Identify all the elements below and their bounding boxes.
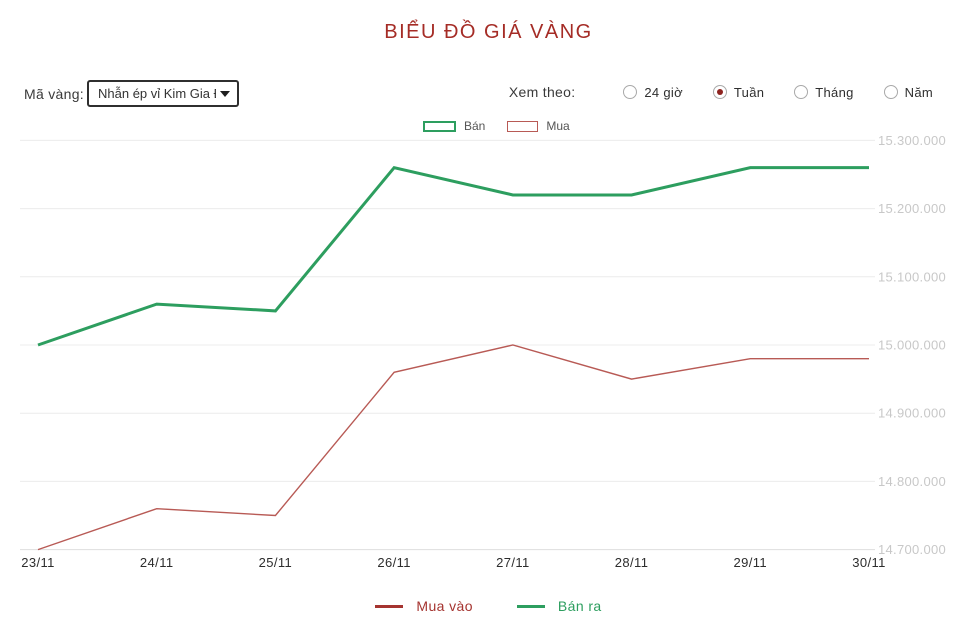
series-line-mua — [37, 344, 869, 551]
gold-code-selected-value: Nhẫn ép vỉ Kim Gia Đ — [98, 86, 216, 101]
gold-code-label: Mã vàng: — [24, 86, 84, 102]
bottom-legend-label: Bán ra — [557, 598, 602, 614]
view-option-0[interactable]: 24 giờ — [623, 85, 683, 100]
y-axis-tick-label: 15.100.000 — [878, 269, 946, 284]
view-by-group: Xem theo: 24 giờ Tuần Tháng Năm — [509, 84, 933, 100]
radio-selected-icon[interactable] — [712, 85, 727, 99]
gold-code-select[interactable]: Nhẫn ép vỉ Kim Gia Đ — [87, 80, 239, 107]
radio-icon[interactable] — [794, 85, 809, 99]
bottom-legend-item-1[interactable]: Bán ra — [516, 598, 602, 614]
page-title: BIỂU ĐỒ GIÁ VÀNG — [384, 21, 593, 43]
radio-dot — [627, 89, 633, 95]
chart-bottom-legend: Mua vào Bán ra — [0, 598, 977, 614]
view-option-2[interactable]: Tháng — [794, 85, 853, 100]
chart-top-legend: Bán Mua — [423, 119, 570, 133]
x-axis-tick-label: 26/11 — [377, 555, 411, 570]
legend-line-icon — [516, 604, 545, 608]
x-axis-tick-label: 30/11 — [852, 555, 886, 570]
legend-swatch-icon — [507, 120, 539, 132]
view-option-3[interactable]: Năm — [883, 84, 933, 100]
top-legend-label: Bán — [464, 119, 486, 133]
radio-dot — [888, 89, 894, 95]
view-option-label: Tuần — [733, 84, 765, 100]
view-option-label: 24 giờ — [644, 84, 683, 100]
view-option-1[interactable]: Tuần — [712, 84, 765, 100]
radio-dot — [798, 89, 804, 95]
x-axis-tick-label: 25/11 — [259, 555, 293, 570]
y-axis-tick-label: 14.700.000 — [878, 542, 946, 557]
bottom-legend-item-0[interactable]: Mua vào — [375, 598, 473, 614]
view-by-label: Xem theo: — [508, 84, 576, 100]
y-axis-tick-label: 14.800.000 — [878, 474, 946, 489]
legend-swatch-icon — [423, 120, 456, 132]
series-line-bán — [37, 166, 869, 347]
legend-line-icon — [375, 604, 404, 608]
x-axis-tick-label: 29/11 — [733, 555, 767, 570]
x-axis-tick-label: 24/11 — [140, 555, 174, 570]
top-legend-item-1[interactable]: Mua — [507, 119, 570, 133]
x-axis-tick-label: 27/11 — [496, 555, 530, 570]
radio-icon[interactable] — [883, 85, 898, 99]
bottom-legend-label: Mua vào — [416, 598, 473, 614]
top-legend-label: Mua — [546, 119, 570, 133]
y-axis-tick-label: 15.300.000 — [878, 133, 946, 148]
view-option-label: Tháng — [815, 84, 854, 100]
x-axis-tick-label: 28/11 — [615, 555, 649, 570]
chevron-down-icon — [220, 90, 230, 97]
y-axis-tick-label: 15.200.000 — [878, 201, 946, 216]
y-axis-tick-label: 15.000.000 — [878, 338, 946, 353]
x-axis-tick-label: 23/11 — [21, 555, 55, 570]
y-axis-tick-label: 14.900.000 — [878, 406, 946, 421]
top-legend-item-0[interactable]: Bán — [423, 119, 485, 133]
radio-dot — [716, 89, 723, 95]
radio-icon[interactable] — [623, 85, 638, 99]
view-option-label: Năm — [904, 84, 933, 100]
